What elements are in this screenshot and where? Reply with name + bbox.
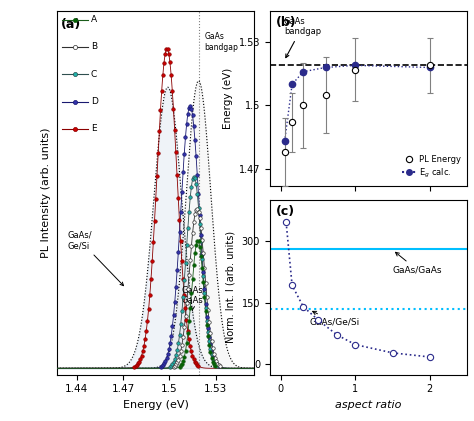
Text: E: E — [91, 124, 96, 133]
Text: GaAs/
GaAs: GaAs/ GaAs — [182, 285, 206, 310]
Y-axis label: Norm. Int. I (arb. units): Norm. Int. I (arb. units) — [226, 231, 236, 343]
Text: GaAs/Ge/Si: GaAs/Ge/Si — [309, 312, 359, 327]
Text: C: C — [91, 70, 97, 79]
X-axis label: Energy (eV): Energy (eV) — [122, 400, 188, 410]
Y-axis label: PL Intensity (arb. units): PL Intensity (arb. units) — [41, 128, 51, 258]
Text: GaAs/
Ge/Si: GaAs/ Ge/Si — [68, 231, 124, 286]
Text: (c): (c) — [276, 205, 295, 218]
Text: D: D — [91, 97, 98, 106]
Text: B: B — [91, 43, 97, 51]
Text: A: A — [91, 15, 97, 24]
Text: GaAs/GaAs: GaAs/GaAs — [392, 252, 442, 274]
X-axis label: aspect ratio: aspect ratio — [335, 400, 401, 410]
Text: (a): (a) — [61, 18, 81, 31]
Text: GaAs
bandgap: GaAs bandgap — [284, 17, 321, 58]
Text: GaAs
bandgap: GaAs bandgap — [205, 32, 238, 52]
Legend: PL Energy, E$_g$ calc.: PL Energy, E$_g$ calc. — [400, 154, 463, 181]
Text: (b): (b) — [276, 16, 296, 29]
Y-axis label: Energy (eV): Energy (eV) — [223, 67, 233, 129]
